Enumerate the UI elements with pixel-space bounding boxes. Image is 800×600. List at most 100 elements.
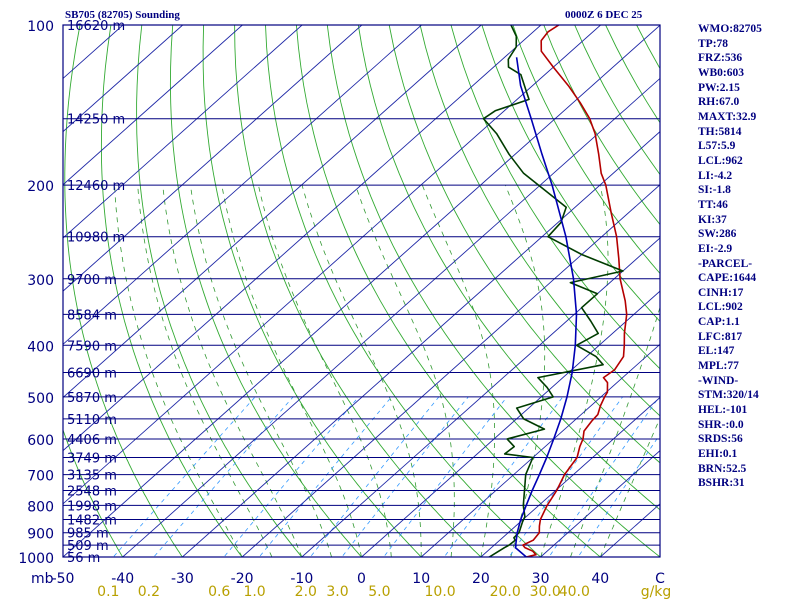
height-label: 6690 m: [67, 367, 117, 382]
pressure-tick-label: 200: [27, 179, 54, 195]
index-value: L57:5.9: [698, 140, 736, 153]
moist-adiabat: [162, 185, 303, 557]
moist-adiabat: [221, 185, 362, 557]
pressure-tick-label: 100: [27, 19, 54, 35]
height-label: 2548 m: [67, 485, 117, 500]
isotherm: [63, 25, 303, 239]
pressure-tick-label: 400: [27, 339, 54, 355]
height-label: 12460 m: [67, 179, 125, 194]
index-value: SW:286: [698, 228, 737, 241]
valid-time: 0000Z 6 DEC 25: [565, 9, 643, 21]
height-label: 3135 m: [67, 469, 117, 484]
index-value: HEL:-101: [698, 404, 748, 417]
index-value: CAPE:1644: [698, 272, 757, 285]
mixing-ratio-label: 0.1: [97, 584, 119, 600]
index-value: LFC:817: [698, 330, 743, 343]
isotherm: [540, 450, 660, 557]
index-value: BSHR:31: [698, 477, 745, 490]
pressure-tick-label: 300: [27, 273, 54, 289]
index-value: EHI:0.1: [698, 448, 738, 461]
height-label: 4406 m: [67, 433, 117, 448]
isotherm: [63, 25, 243, 186]
height-label: 9700 m: [67, 273, 117, 288]
mixing-ratio-label: 1.0: [243, 584, 265, 600]
index-value: LCL:902: [698, 301, 743, 314]
mixing-ratio-line: [112, 396, 256, 557]
indices-panel: WMO:82705 TP:78 FRZ:536 WB0:603 PW:2.15 RH:67…: [698, 22, 798, 491]
moist-adiabat: [421, 184, 495, 557]
pressure-tick-label: 1000: [18, 551, 54, 567]
index-value: RH:67.0: [698, 96, 740, 109]
mixing-ratio-line: [383, 396, 508, 557]
mixing-ratio-label: 10.0: [425, 584, 456, 600]
isotherm: [241, 184, 660, 557]
height-label: 3749 m: [67, 452, 117, 467]
index-value: KI:37: [698, 213, 727, 226]
moist-adiabat: [355, 184, 455, 557]
height-label: 8584 m: [67, 308, 117, 323]
isotherm: [63, 25, 542, 452]
dry-adiabat: [100, 25, 243, 557]
mixing-ratio-label: 2.0: [295, 584, 317, 600]
mixing-ratio-label: 20.0: [490, 584, 521, 600]
index-value: TP:78: [698, 37, 729, 50]
mixing-ratio-line: [443, 396, 564, 557]
temperature-tick-label: 40: [591, 571, 609, 587]
mixing-ratio-label: 5.0: [368, 584, 390, 600]
height-label: 10980 m: [67, 231, 125, 246]
mixing-ratio-line: [309, 396, 440, 557]
index-value: SI:-1.8: [698, 184, 731, 197]
index-value: TH:5814: [698, 125, 742, 138]
isotherm: [182, 131, 660, 557]
index-value: MPL:77: [698, 360, 739, 373]
mixing-ratio-line: [153, 396, 294, 557]
temperature-tick-label: -20: [231, 571, 254, 587]
dry-adiabat: [419, 25, 660, 417]
dry-adiabat: [136, 25, 303, 557]
index-value: EI:-2.9: [698, 242, 733, 255]
dry-adiabat: [265, 25, 542, 557]
pressure-tick-label: 500: [27, 391, 54, 407]
temperature-tick-label: -50: [52, 571, 75, 587]
dry-adiabat: [450, 25, 660, 370]
height-label: 14250 m: [67, 113, 125, 128]
station-title: SB705 (82705) Sounding: [65, 9, 180, 21]
moist-adiabat: [570, 305, 660, 557]
index-value: SRDS:56: [698, 433, 743, 446]
index-value: EL:147: [698, 345, 735, 358]
temperature-tick-label: 0: [357, 571, 366, 587]
isotherm: [122, 77, 660, 557]
height-label: 509 m: [67, 539, 109, 554]
dry-adiabat: [357, 25, 660, 511]
isotherm: [361, 290, 660, 557]
mixing-ratio-label: 0.2: [138, 584, 160, 600]
isotherm: [63, 25, 482, 399]
isotherm: [420, 343, 660, 557]
isotherm: [63, 25, 660, 557]
index-value: BRN:52.5: [698, 462, 747, 475]
index-value: STM:320/14: [698, 389, 759, 402]
isotherm: [63, 25, 601, 505]
index-value: LI:-4.2: [698, 169, 733, 182]
index-value: -PARCEL-: [698, 257, 753, 270]
moist-adiabat: [301, 184, 422, 557]
dry-adiabat: [295, 25, 601, 557]
isotherm: [480, 396, 660, 557]
index-value: WMO:82705: [698, 23, 762, 35]
mixing-ratio-label: 3.0: [326, 584, 348, 600]
height-label: 1998 m: [67, 499, 117, 514]
height-label: 1482 m: [67, 514, 117, 529]
dry-adiabat: [64, 25, 183, 557]
isotherm: [63, 25, 422, 345]
temperature-trace: [522, 25, 628, 557]
temperature-tick-label: -40: [111, 571, 134, 587]
mixing-ratio-label: 40.0: [559, 584, 590, 600]
dry-adiabat: [512, 25, 660, 275]
mixing-ratio-label: 0.6: [208, 584, 230, 600]
index-value: PW:2.15: [698, 81, 740, 94]
pressure-tick-label: 700: [27, 469, 54, 485]
temperature-tick-label: -30: [171, 571, 194, 587]
parcel-trace: [514, 57, 578, 557]
dry-adiabat: [326, 25, 660, 557]
index-value: TT:46: [698, 198, 728, 211]
